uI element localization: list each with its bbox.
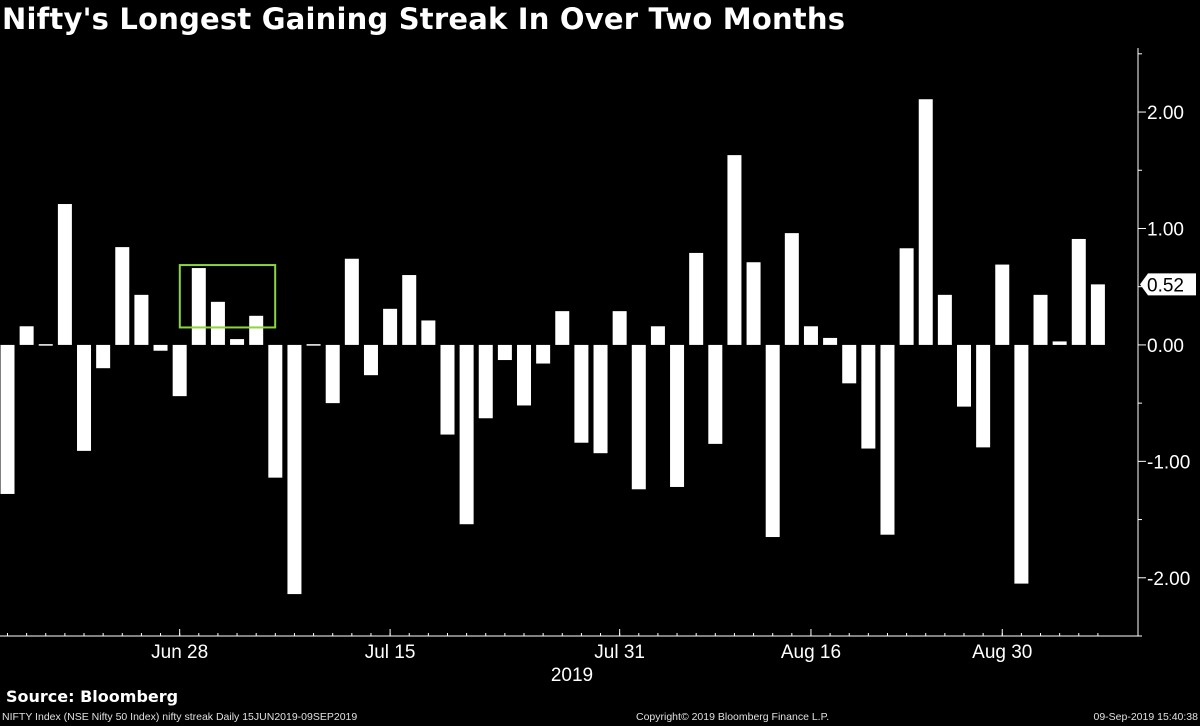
bar [842, 344, 857, 384]
bar [230, 339, 245, 345]
x-tick-label: Jul 15 [365, 642, 416, 663]
bar [765, 344, 780, 538]
bar [918, 99, 933, 345]
footer-ticker-info: NIFTY Index (NSE Nifty 50 Index) nifty s… [2, 711, 358, 723]
bar [325, 344, 340, 404]
bar [383, 308, 398, 345]
bar [96, 344, 111, 369]
bar [191, 268, 206, 345]
y-tick-label: -1.00 [1147, 452, 1190, 473]
y-tick-label: -2.00 [1147, 569, 1190, 590]
bar [497, 344, 512, 361]
bar [172, 344, 187, 397]
bar [670, 344, 685, 487]
x-tick-label: Aug 30 [972, 642, 1032, 663]
bar [306, 344, 321, 346]
bar [536, 344, 551, 364]
bar [459, 344, 474, 525]
x-year-label: 2019 [551, 665, 593, 686]
bar [937, 294, 952, 345]
bar [880, 344, 895, 535]
bar [440, 344, 455, 435]
bar [593, 344, 608, 454]
bar [287, 344, 302, 595]
bar [823, 337, 838, 345]
bar [784, 233, 799, 345]
y-tick-label: 2.00 [1147, 103, 1184, 124]
footer-timestamp: 09-Sep-2019 15:40:38 [1093, 711, 1198, 723]
bar [957, 344, 971, 407]
bar [650, 326, 665, 345]
bar [0, 344, 15, 494]
x-tick-label: Jun 28 [151, 642, 208, 663]
y-tick-label: 0.00 [1147, 336, 1184, 357]
bar [899, 248, 914, 345]
bar [1033, 294, 1048, 345]
bar [1090, 284, 1105, 345]
bar [861, 344, 876, 449]
bar [1071, 238, 1086, 345]
bar [517, 344, 532, 406]
y-tick-label: 1.00 [1147, 219, 1184, 240]
bar [746, 262, 761, 345]
bar [803, 326, 818, 345]
source-label: Source: Bloomberg [6, 687, 179, 706]
x-tick-label: Jul 31 [594, 642, 645, 663]
bar [19, 326, 34, 345]
bar [153, 344, 168, 351]
bar [344, 258, 359, 345]
bar [1014, 344, 1029, 584]
bars-layer [0, 99, 1105, 595]
bar [249, 315, 264, 345]
bar [363, 344, 378, 376]
footer-copyright: Copyright© 2019 Bloomberg Finance L.P. [636, 711, 830, 723]
bar [77, 344, 92, 451]
last-value-label: 0.52 [1147, 275, 1184, 296]
axis-layer: 2.00 1.00 0.00 -1.00 -2.00 0.52 Jun 28 Jul 15 Ju… [0, 48, 1196, 686]
bar [421, 320, 436, 345]
streak-highlight-box [178, 264, 277, 329]
bar [631, 344, 646, 490]
last-value-callout [1140, 273, 1196, 296]
bar [38, 344, 53, 346]
bar [708, 344, 723, 444]
bar [134, 294, 149, 345]
bar [727, 155, 742, 345]
bar [555, 311, 570, 345]
x-tick-label: Aug 16 [781, 642, 841, 663]
bar [1052, 341, 1067, 345]
bar [612, 311, 627, 345]
bar [57, 204, 72, 345]
bar [478, 344, 493, 419]
chart-title: Nifty's Longest Gaining Streak In Over T… [2, 2, 846, 36]
bar [976, 344, 991, 448]
bar [402, 275, 417, 345]
bar [268, 344, 283, 478]
bar [210, 301, 225, 345]
bar [574, 344, 589, 443]
bar [115, 247, 130, 345]
bar [995, 264, 1010, 345]
bar [689, 252, 704, 345]
